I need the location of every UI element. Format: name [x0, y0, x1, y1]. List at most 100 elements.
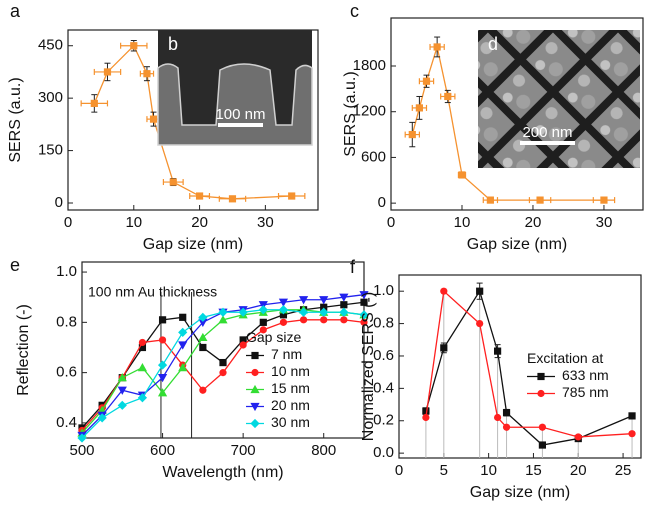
- marker: [320, 316, 327, 323]
- x-tick-label: 25: [615, 462, 632, 479]
- marker: [199, 344, 206, 351]
- marker: [476, 320, 483, 327]
- scale-bar: [520, 141, 575, 145]
- marker: [104, 68, 111, 75]
- marker: [628, 412, 635, 419]
- marker: [444, 93, 451, 100]
- y-tick-label: 0.4: [56, 414, 77, 431]
- marker: [150, 116, 157, 123]
- marker: [423, 78, 430, 85]
- x-tick-label: 0: [387, 214, 395, 231]
- marker: [159, 316, 166, 323]
- y-axis-title: Normalized SERS (-): [360, 292, 377, 441]
- y-axis-title: Reflection (-): [15, 304, 32, 396]
- x-tick-label: 15: [525, 462, 542, 479]
- marker: [288, 192, 295, 199]
- marker: [143, 70, 150, 77]
- marker: [219, 359, 226, 366]
- x-tick-label: 30: [257, 214, 274, 231]
- marker: [458, 171, 465, 178]
- x-tick-label: 0: [64, 214, 72, 231]
- marker: [440, 344, 447, 351]
- marker: [178, 341, 187, 349]
- legend-marker: [251, 352, 258, 359]
- panel-label: e: [10, 255, 20, 275]
- legend-marker: [251, 369, 258, 376]
- scale-bar-label: 200 nm: [522, 124, 572, 141]
- legend-title: Gap size: [246, 329, 301, 345]
- x-tick-label: 5: [440, 462, 448, 479]
- marker: [440, 288, 447, 295]
- panel-label: c: [350, 1, 359, 21]
- y-tick-label: 0: [55, 194, 63, 211]
- marker: [476, 288, 483, 295]
- marker: [300, 316, 307, 323]
- marker: [260, 319, 267, 326]
- y-tick-label: 600: [361, 148, 386, 165]
- inset-image: [478, 30, 640, 168]
- marker: [434, 43, 441, 50]
- y-axis-title: SERS (a.u.): [342, 71, 359, 156]
- marker: [503, 409, 510, 416]
- marker: [409, 131, 416, 138]
- marker: [600, 196, 607, 203]
- y-tick-label: 150: [38, 142, 63, 159]
- panel-label: a: [10, 1, 21, 21]
- x-tick-label: 0: [395, 462, 403, 479]
- y-tick-label: 1.0: [56, 263, 77, 280]
- marker: [139, 339, 146, 346]
- marker: [575, 433, 582, 440]
- marker: [416, 104, 423, 111]
- marker: [494, 414, 501, 421]
- y-tick-label: 0.6: [56, 364, 77, 381]
- x-axis-title: Gap size (nm): [143, 236, 243, 253]
- marker: [340, 316, 347, 323]
- x-tick-label: 800: [311, 442, 336, 459]
- legend-title: Excitation at: [527, 350, 603, 366]
- marker: [340, 301, 347, 308]
- marker: [219, 369, 226, 376]
- y-tick-label: 450: [38, 37, 63, 54]
- x-tick-label: 500: [69, 442, 94, 459]
- x-tick-label: 600: [150, 442, 175, 459]
- y-axis-title: SERS (a.u.): [7, 77, 24, 162]
- figure: a01020300150300450Gap size (nm)SERS (a.u…: [0, 0, 650, 508]
- x-axis-title: Gap size (nm): [470, 484, 570, 501]
- marker: [539, 441, 546, 448]
- x-tick-label: 20: [525, 214, 542, 231]
- y-tick-label: 0.8: [56, 313, 77, 330]
- legend-label: 15 nm: [271, 380, 310, 396]
- y-tick-label: 0.0: [373, 444, 394, 461]
- marker: [179, 314, 186, 321]
- legend-marker: [537, 390, 544, 397]
- marker: [628, 430, 635, 437]
- marker: [91, 100, 98, 107]
- inset-label: b: [168, 34, 178, 54]
- marker: [503, 424, 510, 431]
- x-axis-title: Wavelength (nm): [162, 464, 283, 481]
- marker: [539, 424, 546, 431]
- legend-marker: [250, 419, 259, 428]
- inset-label: d: [488, 34, 498, 54]
- x-axis-title: Gap size (nm): [467, 236, 567, 253]
- marker: [158, 360, 167, 369]
- scale-bar: [218, 123, 263, 127]
- x-tick-label: 20: [191, 214, 208, 231]
- x-tick-label: 30: [596, 214, 613, 231]
- x-tick-label: 10: [454, 214, 471, 231]
- legend-label: 633 nm: [562, 367, 609, 383]
- legend-marker: [537, 373, 544, 380]
- x-tick-label: 10: [125, 214, 142, 231]
- marker: [536, 196, 543, 203]
- marker: [138, 363, 147, 371]
- x-tick-label: 10: [480, 462, 497, 479]
- marker: [196, 192, 203, 199]
- marker: [494, 348, 501, 355]
- legend-label: 30 nm: [271, 414, 310, 430]
- marker: [280, 319, 287, 326]
- marker: [199, 387, 206, 394]
- legend-label: 10 nm: [271, 363, 310, 379]
- annotation: 100 nm Au thickness: [88, 284, 217, 300]
- y-tick-label: 300: [38, 89, 63, 106]
- marker: [487, 196, 494, 203]
